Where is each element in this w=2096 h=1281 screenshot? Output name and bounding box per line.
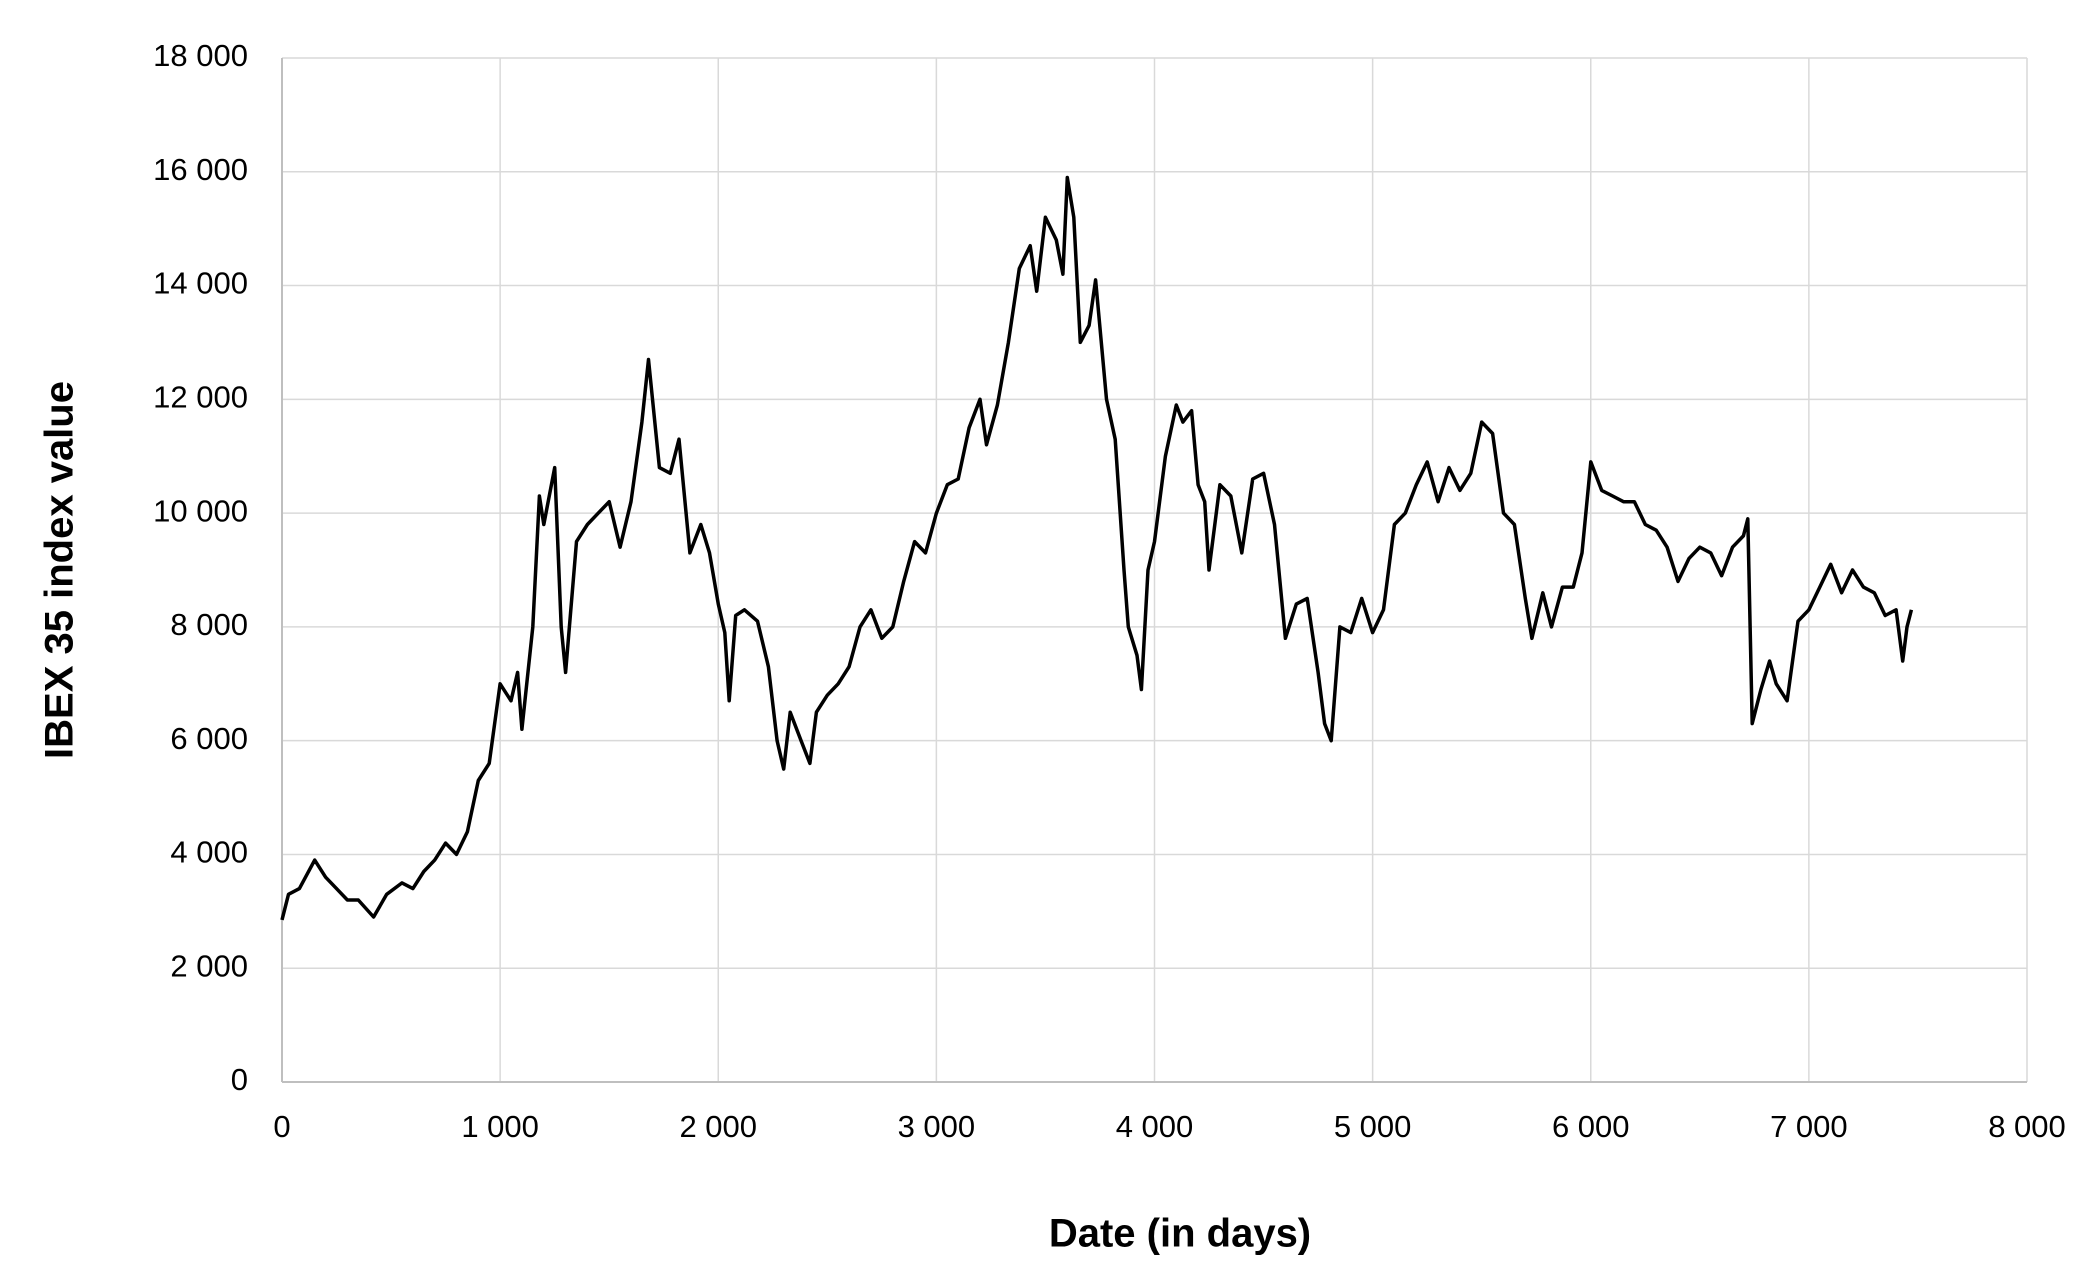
x-tick-label: 5 000: [1334, 1109, 1412, 1144]
y-tick-label: 2 000: [170, 948, 248, 983]
x-tick-label: 0: [273, 1109, 290, 1144]
y-tick-label: 16 000: [153, 152, 248, 187]
y-tick-label: 6 000: [170, 721, 248, 756]
x-tick-label: 6 000: [1552, 1109, 1630, 1144]
line-series: [280, 175, 1914, 921]
x-tick-label: 4 000: [1116, 1109, 1194, 1144]
x-axis-title: Date (in days): [1049, 1212, 1311, 1256]
y-tick-label: 8 000: [170, 607, 248, 642]
y-axis-title: IBEX 35 index value: [38, 381, 82, 759]
x-tick-label: 7 000: [1770, 1109, 1848, 1144]
y-tick-label: 10 000: [153, 493, 248, 528]
x-tick-label: 2 000: [679, 1109, 757, 1144]
x-tick-label: 1 000: [461, 1109, 539, 1144]
x-tick-label: 3 000: [898, 1109, 976, 1144]
y-tick-label: 14 000: [153, 266, 248, 301]
y-tick-label: 18 000: [153, 38, 248, 73]
y-tick-label: 4 000: [170, 835, 248, 870]
x-tick-label: 8 000: [1988, 1109, 2066, 1144]
y-tick-label: 0: [231, 1062, 248, 1097]
y-tick-label: 12 000: [153, 380, 248, 415]
